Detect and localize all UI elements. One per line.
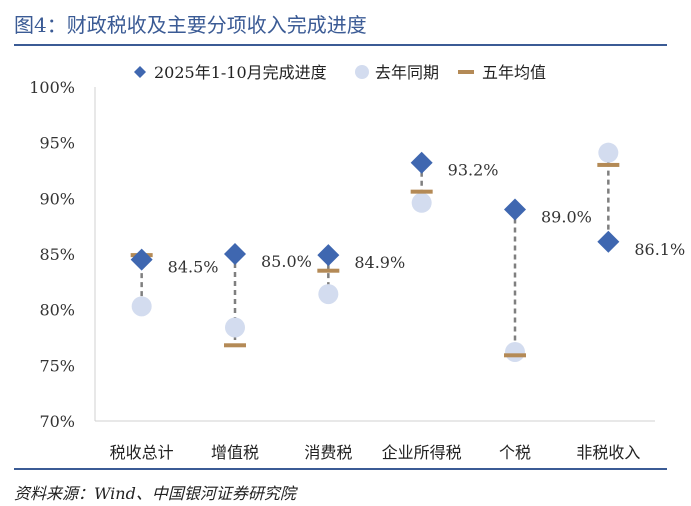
y-tick-label: 75% (39, 356, 75, 375)
legend: 2025年1-10月完成进度 去年同期 五年均值 (134, 63, 546, 82)
last-year-point (505, 341, 525, 362)
current-progress-point (130, 248, 153, 271)
legend-marker-current (134, 66, 146, 78)
data-label: 84.5% (168, 258, 219, 277)
source-note: 资料来源：Wind、中国银河证券研究院 (14, 484, 296, 503)
chart-marks: 84.5% 85.0% 84.9% 93.2% 89.0% 86.1% (130, 142, 685, 362)
current-progress-point (224, 243, 246, 265)
data-label: 86.1% (634, 240, 685, 259)
y-tick-label: 70% (39, 412, 75, 431)
last-year-point (131, 296, 152, 317)
source-rule (14, 468, 667, 470)
title-rule (14, 44, 667, 46)
x-tick-label: 消费税 (304, 443, 352, 462)
legend-marker-last-year (355, 65, 369, 79)
x-tick-label: 非税收入 (576, 443, 640, 462)
five-year-avg-mark (504, 353, 526, 358)
legend-label-current: 2025年1-10月完成进度 (154, 63, 327, 82)
current-progress-point (317, 244, 340, 267)
y-axis: 100% 95% 90% 85% 80% 75% 70% (29, 78, 96, 431)
last-year-point (318, 284, 339, 305)
current-progress-point (597, 230, 620, 253)
five-year-avg-mark (317, 268, 340, 273)
current-progress-point (504, 198, 526, 221)
data-label: 85.0% (261, 252, 312, 271)
y-tick-label: 100% (29, 78, 75, 97)
last-year-point (225, 317, 245, 338)
last-year-point (598, 142, 619, 163)
five-year-avg-mark (410, 189, 433, 194)
five-year-avg-mark (224, 343, 246, 348)
data-label: 89.0% (541, 207, 592, 226)
y-tick-label: 95% (39, 134, 75, 153)
y-tick-label: 80% (39, 301, 75, 320)
last-year-point (411, 192, 432, 213)
legend-label-five-year-avg: 五年均值 (482, 63, 546, 82)
x-tick-label: 企业所得税 (382, 443, 462, 462)
x-axis: 税收总计 增值税 消费税 企业所得税 个税 非税收入 (95, 420, 655, 462)
x-tick-label: 个税 (499, 443, 531, 462)
legend-marker-five-year-avg (458, 70, 474, 74)
current-progress-point (410, 151, 433, 174)
legend-label-last-year: 去年同期 (375, 63, 439, 82)
data-label: 93.2% (448, 161, 499, 180)
y-tick-label: 85% (39, 245, 75, 264)
five-year-avg-mark (597, 162, 620, 167)
y-tick-label: 90% (39, 189, 75, 208)
x-tick-label: 增值税 (211, 443, 259, 462)
figure-title: 图4：财政税收及主要分项收入完成进度 (14, 13, 367, 37)
x-tick-label: 税收总计 (110, 443, 174, 462)
data-label: 84.9% (354, 253, 405, 272)
